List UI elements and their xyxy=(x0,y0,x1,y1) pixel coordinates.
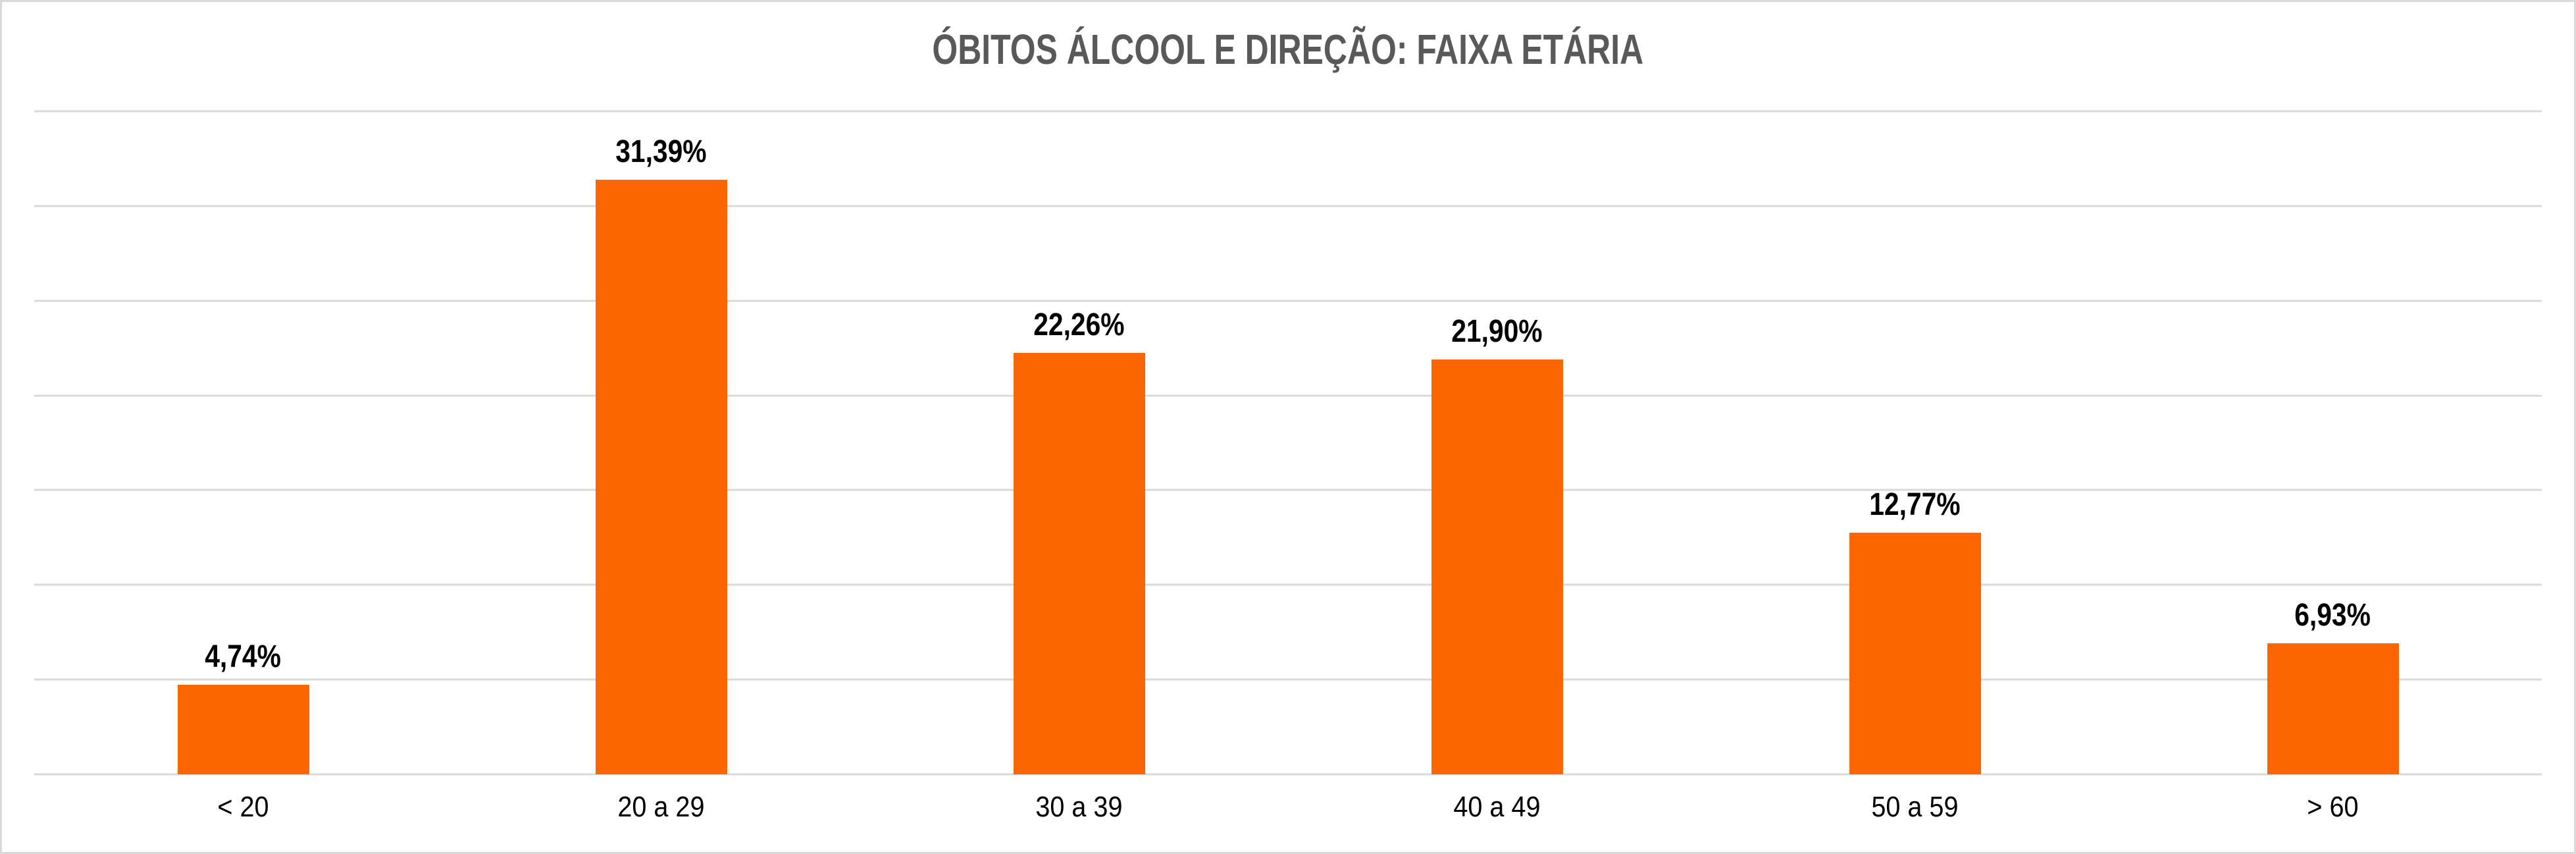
bar-value-text: 22,26% xyxy=(1033,307,1125,342)
bar-column: 4,74% < 20 xyxy=(34,111,452,823)
bar xyxy=(177,684,309,774)
x-axis-category-text: 50 a 59 xyxy=(1871,791,1959,823)
gridline xyxy=(34,773,2542,776)
bar-value-label: 21,90% xyxy=(1288,313,1706,349)
x-axis-category-label: 20 a 29 xyxy=(452,790,870,825)
bar-value-label: 12,77% xyxy=(1706,489,2124,521)
bar xyxy=(2267,643,2399,774)
gridline xyxy=(34,489,2542,491)
chart-title-text: ÓBITOS ÁLCOOL E DIREÇÃO: FAIXA ETÁRIA xyxy=(932,26,1644,73)
gridline xyxy=(34,110,2542,113)
gridline xyxy=(34,205,2542,207)
bar-value-text: 12,77% xyxy=(1869,487,1961,522)
bar-value-label: 31,39% xyxy=(452,136,870,168)
gridline xyxy=(34,300,2542,302)
x-axis-category-label: < 20 xyxy=(34,790,452,825)
bar-value-label: 4,74% xyxy=(34,641,452,673)
bar-value-text: 31,39% xyxy=(615,134,707,169)
x-axis-category-text: 20 a 29 xyxy=(617,791,705,823)
bars-row: 4,74% < 20 31,39% 20 a 29 22,26% 30 a 39 21,90… xyxy=(34,111,2542,823)
bar-value-text: 4,74% xyxy=(205,639,282,674)
x-axis-category-text: 30 a 39 xyxy=(1035,791,1123,823)
chart-title: ÓBITOS ÁLCOOL E DIREÇÃO: FAIXA ETÁRIA xyxy=(2,24,2574,75)
bar-value-text: 6,93% xyxy=(2294,597,2371,633)
plot-area: 4,74% < 20 31,39% 20 a 29 22,26% 30 a 39 21,90… xyxy=(34,110,2542,823)
bar-column: 31,39% 20 a 29 xyxy=(452,111,870,823)
x-axis-category-text: > 60 xyxy=(2307,791,2359,823)
bar-value-label: 6,93% xyxy=(2124,597,2542,633)
gridline xyxy=(34,583,2542,586)
bar xyxy=(1431,359,1563,774)
bar xyxy=(1849,532,1981,774)
bar-column: 12,77% 50 a 59 xyxy=(1706,111,2124,823)
bar-value-label: 22,26% xyxy=(870,309,1288,341)
x-axis-category-label: 30 a 39 xyxy=(870,790,1288,825)
gridline xyxy=(34,394,2542,397)
bar xyxy=(595,179,727,774)
bar-value-text: 21,90% xyxy=(1451,313,1543,349)
x-axis-category-text: < 20 xyxy=(217,791,269,823)
bar-column: 21,90% 40 a 49 xyxy=(1288,111,1706,823)
x-axis-category-label: 50 a 59 xyxy=(1706,790,2124,825)
bar-column: 6,93% > 60 xyxy=(2124,111,2542,823)
bar xyxy=(1013,352,1145,774)
x-axis-category-text: 40 a 49 xyxy=(1453,791,1541,823)
x-axis-category-label: 40 a 49 xyxy=(1288,790,1706,825)
bar-column: 22,26% 30 a 39 xyxy=(870,111,1288,823)
x-axis-category-label: > 60 xyxy=(2124,790,2542,825)
gridline xyxy=(34,678,2542,681)
